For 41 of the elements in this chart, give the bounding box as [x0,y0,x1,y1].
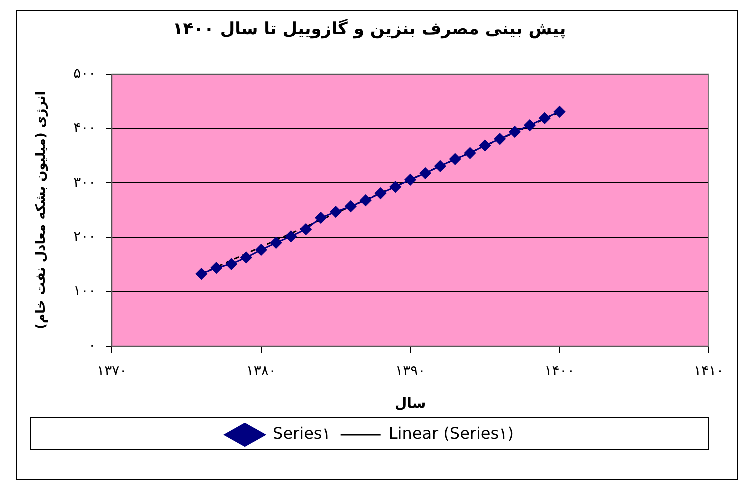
y-tick-label: ۴۰۰ [74,120,96,136]
point [539,112,551,124]
point [450,154,462,166]
point [210,262,222,274]
x-tick-label: ۱۳۹۰ [396,363,426,380]
point [524,120,536,132]
legend-label: Series۱ [273,424,331,444]
x-tick-label: ۱۳۸۰ [246,363,276,380]
point [554,106,566,118]
y-axis-title: انرژی (میلیون بشکه معادل نفت خام) [34,91,50,330]
point [330,206,342,218]
point [420,168,432,180]
point [494,133,506,145]
y-tick-label: ۲۰۰ [74,229,96,246]
y-tick-label: ۱۰۰ [74,284,96,300]
point [390,181,402,193]
y-tick-label: ۳۰۰ [74,174,96,191]
y-tick-label: ۰ [88,338,96,354]
point [285,230,297,242]
point [509,126,521,138]
chart-title: پیش بینی مصرف بنزین و گازوییل تا سال ۱۴۰۰ [172,18,566,40]
point [345,200,357,212]
point [226,258,238,270]
point [300,224,312,236]
point [479,140,491,152]
x-axis-title: سال [394,396,426,412]
point [240,252,252,264]
point [374,188,386,200]
point [256,244,268,256]
y-tick-label: ۵۰۰ [74,66,96,82]
legend-label: Linear (Series۱) [388,424,514,444]
point [404,174,416,186]
point [464,148,476,160]
point [196,268,208,280]
point [315,212,327,224]
point [360,194,372,206]
x-tick-label: ۱۴۱۰ [694,363,724,380]
x-tick-label: ۱۳۷۰ [97,363,128,380]
point [434,160,446,172]
point [270,237,282,249]
x-tick-label: ۱۴۰۰ [544,363,575,380]
